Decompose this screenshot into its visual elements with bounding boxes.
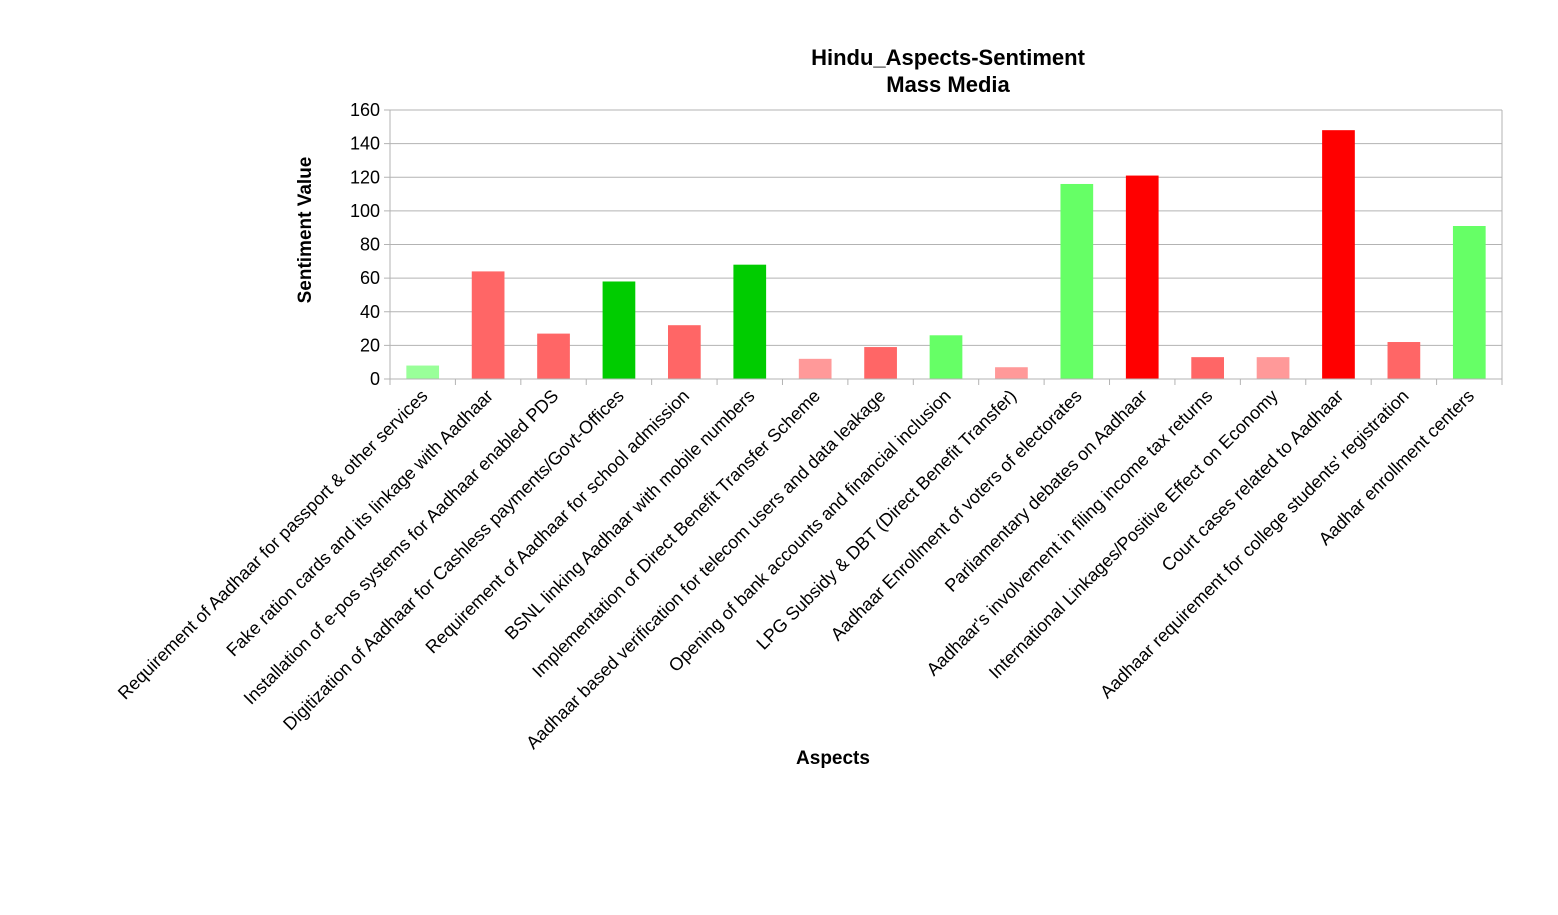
x-tick-label: Installation of e-pos systems for Aadhaa… xyxy=(240,386,563,709)
bar xyxy=(1452,226,1486,379)
chart-title: Hindu_Aspects-Sentiment xyxy=(811,45,1085,70)
bar xyxy=(733,264,767,379)
y-tick-label: 60 xyxy=(360,268,380,288)
bars xyxy=(406,130,1486,379)
y-tick-label: 100 xyxy=(350,201,380,221)
bar xyxy=(471,271,505,379)
chart-subtitle: Mass Media xyxy=(886,72,1010,97)
bar xyxy=(406,365,440,379)
bar xyxy=(602,281,636,379)
bar xyxy=(1256,357,1290,379)
bar xyxy=(1191,357,1224,379)
y-axis-label: Sentiment Value xyxy=(295,157,316,304)
y-tick-label: 140 xyxy=(350,134,380,154)
bar xyxy=(1125,175,1159,379)
y-tick-label: 20 xyxy=(360,335,380,355)
bar xyxy=(929,335,963,379)
gridlines xyxy=(390,109,1502,380)
x-tick-label: Requirement of Aadhaar for passport & ot… xyxy=(114,386,432,704)
y-tick-label: 80 xyxy=(360,235,380,255)
x-tick-labels: Requirement of Aadhaar for passport & ot… xyxy=(114,386,1478,753)
bar xyxy=(1387,342,1421,379)
x-tick-label: Aadhaar requirement for college students… xyxy=(1096,386,1413,703)
bar xyxy=(537,333,570,379)
bar xyxy=(864,347,897,379)
y-tick-label: 40 xyxy=(360,302,380,322)
bar xyxy=(668,325,701,379)
y-tick-labels: 0 20 40 60 80 100 120 140 160 xyxy=(350,100,380,389)
x-tick-label: BSNL linking Aadhaar with mobile numbers xyxy=(501,386,759,644)
x-axis-label: Aspects xyxy=(796,748,870,769)
bar xyxy=(995,367,1028,379)
axes xyxy=(384,109,1503,385)
y-tick-label: 120 xyxy=(350,167,380,187)
y-tick-label: 0 xyxy=(370,369,380,389)
y-tick-label: 160 xyxy=(350,100,380,120)
bar xyxy=(1060,183,1094,379)
bar xyxy=(798,358,832,379)
bar xyxy=(1322,130,1355,379)
